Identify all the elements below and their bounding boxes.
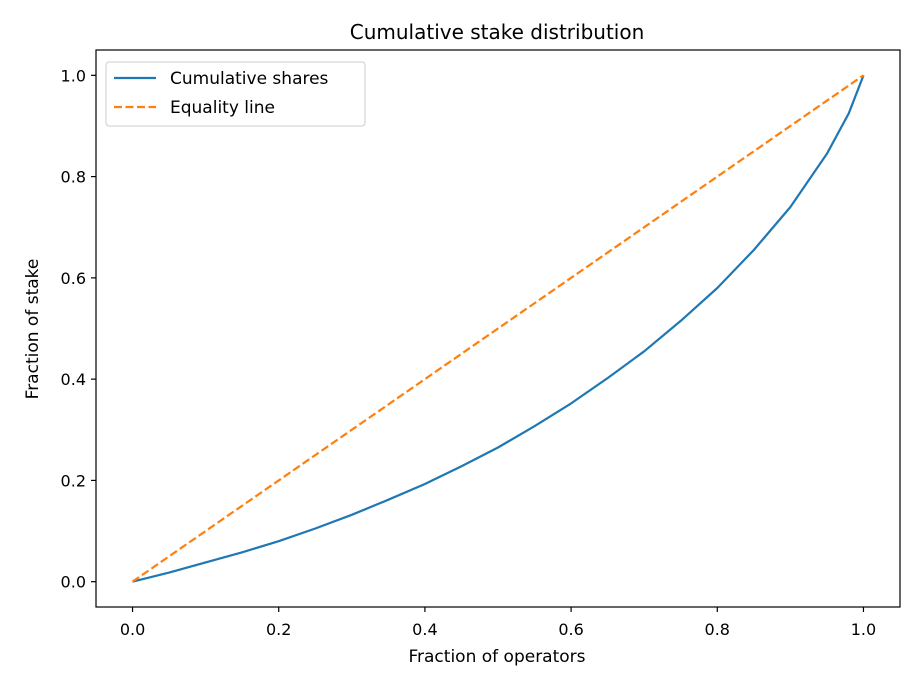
legend: Cumulative shares Equality line (105, 61, 366, 127)
x-tick-label: 0.6 (558, 620, 583, 639)
legend-label: Equality line (170, 98, 275, 118)
series-line-equality-line (131, 74, 865, 583)
y-tick-label: 0.4 (61, 370, 86, 389)
y-axis-label: Fraction of stake (23, 259, 43, 400)
x-tick-label: 1.0 (851, 620, 876, 639)
x-axis: 0.0 0.2 0.4 0.6 0.8 1.0 (120, 607, 876, 639)
x-tick-label: 0.2 (266, 620, 291, 639)
x-axis-label: Fraction of operators (408, 647, 585, 667)
plot-area (95, 49, 901, 608)
legend-box (105, 61, 366, 127)
x-tick-label: 0.4 (412, 620, 437, 639)
series-line-cumulative-shares (132, 74, 865, 583)
y-tick-label: 0.2 (61, 471, 86, 490)
y-tick-label: 0.6 (61, 269, 86, 288)
y-axis: 0.0 0.2 0.4 0.6 0.8 1.0 (61, 66, 96, 592)
y-tick-label: 1.0 (61, 66, 86, 85)
x-tick-label: 0.0 (120, 620, 145, 639)
x-tick-label: 0.8 (705, 620, 730, 639)
plot-frame (95, 49, 901, 608)
y-tick-label: 0.0 (61, 573, 86, 592)
y-tick-label: 0.8 (61, 168, 86, 187)
series-layer (131, 74, 865, 583)
chart-title: Cumulative stake distribution (350, 20, 645, 44)
legend-label: Cumulative shares (170, 69, 329, 89)
